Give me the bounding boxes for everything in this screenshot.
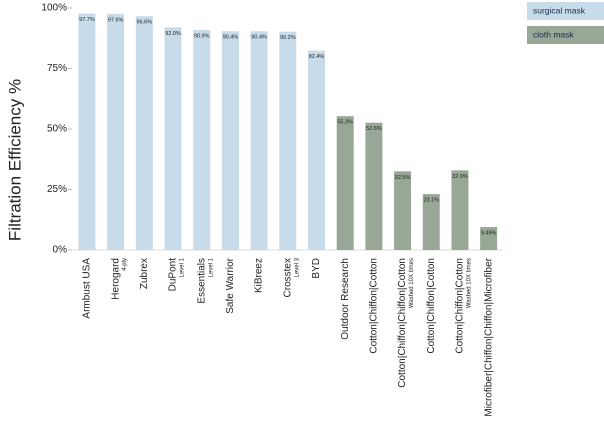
x-tick-label: DuPont: [168, 258, 179, 292]
value-label: 90.4%: [223, 35, 239, 41]
bar: [135, 16, 153, 251]
value-label: 90.4%: [251, 35, 267, 41]
legend-swatch: [527, 26, 604, 44]
value-label: 9.49%: [481, 230, 497, 236]
bar: [279, 31, 297, 250]
value-label: 90.9%: [194, 33, 210, 39]
x-tick-label: Outdoor Research: [340, 258, 351, 340]
value-label: 97.7%: [79, 17, 95, 23]
bar: [307, 50, 325, 251]
value-label: 52.6%: [366, 126, 382, 132]
value-label: 96.6%: [137, 20, 153, 26]
x-tick-sublabel: Washed 10X times: [467, 258, 473, 308]
value-label: 82.4%: [309, 54, 325, 60]
y-tick-label: 0%: [53, 245, 68, 256]
bar: [394, 171, 412, 250]
y-tick-label: 75%: [47, 63, 67, 74]
x-tick-label: Cotton|Chiffon|Cotton: [455, 258, 466, 354]
x-tick-label: Safe Warrior: [225, 257, 236, 313]
bar: [250, 31, 268, 251]
bar: [221, 31, 239, 251]
bar: [107, 13, 125, 251]
y-tick-label: 25%: [47, 184, 67, 195]
y-tick-label: 50%: [47, 124, 67, 135]
x-tick-label: BYD: [311, 258, 322, 279]
x-tick-label: Essentials: [196, 258, 207, 304]
x-tick-sublabel: Level 1: [208, 257, 214, 277]
x-tick-label: Cotton|Chiffon|Chiffon|Cotton: [397, 258, 408, 388]
x-tick-label: Cotton|Chiffon|Cotton: [369, 258, 380, 354]
x-tick-sublabel: Level 3: [294, 257, 300, 277]
value-label: 23.1%: [423, 198, 439, 204]
value-label: 32.9%: [452, 174, 468, 180]
x-tick-sublabel: 4-ply: [122, 258, 128, 271]
bar: [451, 170, 469, 250]
bar: [193, 30, 211, 250]
x-tick-label: Crosstex: [282, 258, 293, 297]
bar: [422, 194, 440, 250]
x-tick-sublabel: Level 1: [180, 257, 186, 277]
y-axis-title: Filtration Efficiency %: [5, 79, 24, 241]
bar: [336, 116, 354, 250]
x-tick-label: Herogard: [110, 258, 121, 300]
y-tick-label: 100%: [41, 3, 67, 14]
legend-label: cloth mask: [533, 29, 574, 39]
x-tick-sublabel: Washed 10X times: [409, 258, 415, 308]
legend-label: surgical mask: [533, 5, 586, 15]
x-tick-label: Zubrex: [139, 258, 150, 289]
value-label: 97.6%: [108, 17, 124, 23]
legend-swatch: [527, 2, 604, 20]
x-tick-label: Armbust USA: [82, 258, 93, 319]
value-label: 92.0%: [165, 31, 181, 37]
value-label: 32.5%: [395, 175, 411, 181]
bar: [78, 13, 96, 251]
x-tick-label: KiBreez: [254, 258, 265, 293]
bar: [365, 122, 383, 250]
bar: [164, 27, 182, 250]
value-label: 55.3%: [337, 120, 353, 126]
x-tick-label: Microfiber|Chiffon|Chiffon|Microfiber: [483, 257, 494, 416]
bar: [480, 227, 498, 250]
value-label: 90.2%: [280, 35, 296, 41]
x-tick-label: Cotton|Chiffon|Cotton: [426, 258, 437, 354]
